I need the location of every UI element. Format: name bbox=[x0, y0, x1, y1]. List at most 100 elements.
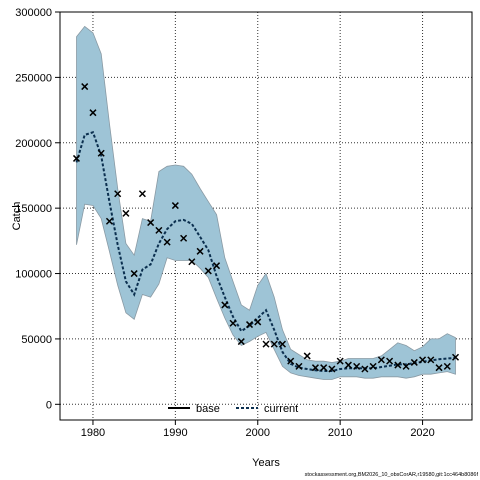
observed-point bbox=[344, 361, 352, 369]
observed-point-stroke bbox=[278, 340, 287, 348]
observed-point bbox=[402, 362, 410, 370]
legend-base-label: base bbox=[196, 403, 220, 415]
observed-point bbox=[180, 234, 188, 242]
observed-point-stroke bbox=[237, 338, 245, 346]
observed-point-stroke bbox=[270, 340, 278, 348]
observed-point bbox=[122, 209, 130, 217]
observed-point-stroke bbox=[114, 190, 122, 198]
plot-frame bbox=[59, 11, 473, 421]
y-axis: 0 50000 100000 150000 200000 250000 300000 bbox=[15, 7, 60, 411]
observed-point bbox=[427, 356, 435, 364]
observed-point bbox=[237, 338, 245, 346]
x-tick-label: 1980 bbox=[81, 427, 105, 439]
y-tick-label: 100000 bbox=[15, 269, 52, 281]
observed-point bbox=[410, 358, 418, 366]
observed-point bbox=[89, 109, 97, 117]
observed-point bbox=[451, 353, 460, 361]
observed-point bbox=[377, 356, 385, 364]
observed-point bbox=[155, 226, 163, 234]
observed-point bbox=[81, 83, 89, 91]
x-tick-label: 2010 bbox=[328, 427, 352, 439]
observed-point-stroke bbox=[81, 83, 89, 91]
observed-point bbox=[204, 267, 212, 275]
observed-point bbox=[163, 238, 171, 246]
observed-point bbox=[245, 321, 254, 329]
x-tick-label: 2000 bbox=[246, 427, 270, 439]
observed-point-stroke bbox=[229, 319, 237, 327]
legend: base current bbox=[168, 403, 298, 415]
observed-point bbox=[72, 154, 81, 162]
observed-point-stroke bbox=[443, 362, 451, 370]
observed-point bbox=[435, 364, 443, 372]
observed-point-stroke bbox=[105, 217, 113, 225]
observed-point bbox=[188, 258, 196, 266]
x-tick-label: 2020 bbox=[410, 427, 434, 439]
observed-point-stroke bbox=[213, 262, 221, 270]
observed-point bbox=[443, 362, 451, 370]
observed-point bbox=[196, 247, 204, 255]
y-tick-label: 250000 bbox=[15, 72, 52, 84]
observed-point-stroke bbox=[254, 318, 262, 326]
observed-point bbox=[262, 340, 270, 348]
legend-current-label: current bbox=[264, 403, 298, 415]
observed-point-stroke bbox=[122, 209, 130, 217]
observed-point bbox=[303, 352, 311, 360]
observed-point-stroke bbox=[320, 364, 328, 372]
observed-point-stroke bbox=[402, 362, 410, 370]
observed-point bbox=[270, 340, 278, 348]
y-tick-label: 0 bbox=[46, 399, 52, 411]
current-series-line bbox=[75, 131, 456, 372]
observed-point bbox=[130, 270, 138, 278]
observed-point bbox=[369, 362, 377, 370]
observed-point bbox=[386, 357, 394, 365]
observed-point-stroke bbox=[377, 356, 385, 364]
observed-point-stroke bbox=[130, 270, 138, 278]
observed-point-stroke bbox=[435, 364, 443, 372]
observed-point-stroke bbox=[245, 321, 254, 329]
observed-point bbox=[97, 149, 105, 157]
observed-point-stroke bbox=[188, 258, 196, 266]
observed-point bbox=[311, 364, 319, 372]
observed-point-stroke bbox=[221, 301, 229, 309]
observed-point-stroke bbox=[336, 357, 344, 365]
observed-point bbox=[295, 362, 303, 370]
observed-point-stroke bbox=[138, 190, 146, 198]
observed-point bbox=[353, 362, 361, 370]
observed-point-stroke bbox=[295, 362, 303, 370]
observed-point bbox=[114, 190, 122, 198]
observed-point-stroke bbox=[204, 267, 212, 275]
observed-catch-points bbox=[72, 83, 460, 373]
observed-point bbox=[229, 319, 237, 327]
observed-point-stroke bbox=[311, 364, 319, 372]
y-axis-title: Catch bbox=[11, 202, 23, 231]
observed-point bbox=[394, 361, 402, 369]
observed-point bbox=[171, 202, 179, 210]
y-tick-label: 150000 bbox=[15, 203, 52, 215]
observed-point bbox=[328, 365, 336, 373]
observed-point-stroke bbox=[97, 149, 105, 157]
observed-point bbox=[419, 356, 427, 364]
observed-point-stroke bbox=[427, 356, 435, 364]
current-series bbox=[75, 131, 456, 372]
observed-point bbox=[254, 318, 262, 326]
observed-point-stroke bbox=[196, 247, 204, 255]
observed-point-stroke bbox=[344, 361, 352, 369]
observed-point-stroke bbox=[369, 362, 377, 370]
observed-point-stroke bbox=[147, 219, 155, 227]
observed-point-stroke bbox=[89, 109, 97, 117]
y-tick-label: 300000 bbox=[15, 7, 52, 19]
observed-point-stroke bbox=[287, 357, 295, 365]
observed-point-stroke bbox=[155, 226, 163, 234]
y-tick-label: 200000 bbox=[15, 138, 52, 150]
x-tick-label: 1990 bbox=[163, 427, 187, 439]
x-axis-title: Years bbox=[252, 457, 280, 469]
x-axis: 1980 1990 2000 2010 2020 bbox=[81, 420, 435, 439]
footer-text: stockassessment.org,BM2026_10_obsCorAR,r… bbox=[305, 472, 479, 478]
observed-point-stroke bbox=[262, 340, 270, 348]
observed-point-stroke bbox=[361, 365, 369, 373]
observed-point bbox=[105, 217, 113, 225]
observed-point bbox=[336, 357, 344, 365]
observed-point-stroke bbox=[171, 202, 179, 210]
observed-point-stroke bbox=[394, 361, 402, 369]
